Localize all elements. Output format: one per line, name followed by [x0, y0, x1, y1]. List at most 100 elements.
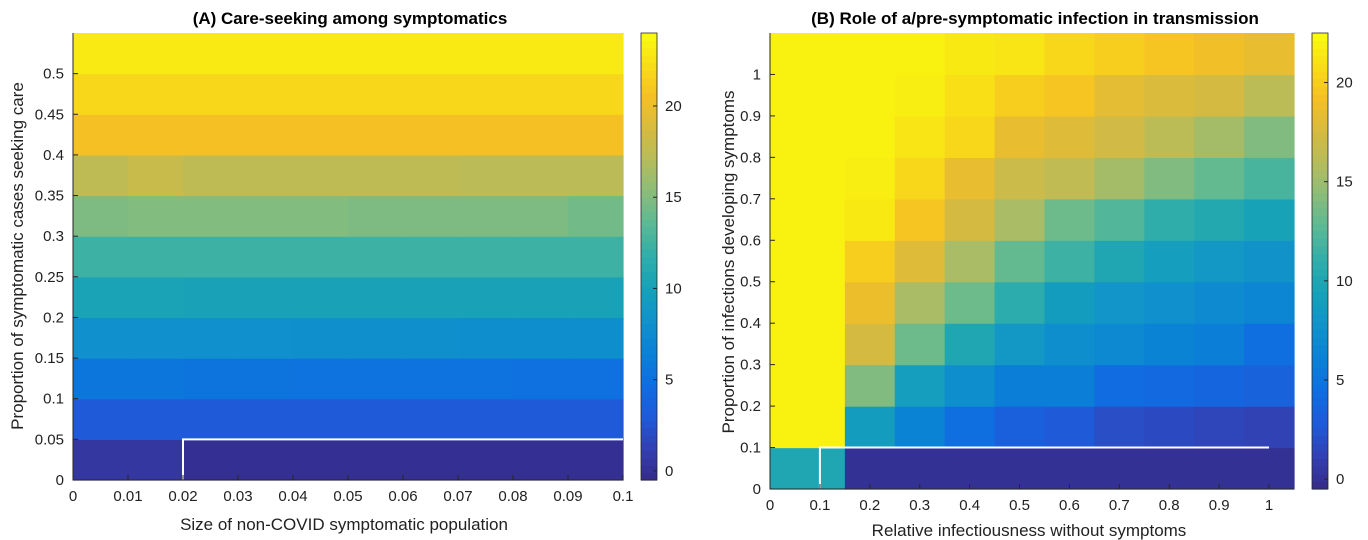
y-tick-label: 0.5 — [43, 66, 64, 83]
x-tick-label: 0.2 — [859, 497, 880, 514]
colorbar-swatch — [1312, 428, 1328, 437]
panel-b-x-label: Relative infectiousness without symptoms — [872, 521, 1187, 540]
colorbar-swatch — [1312, 261, 1328, 270]
y-tick-label: 0.6 — [740, 232, 761, 249]
heatmap-cell — [1144, 157, 1195, 200]
heatmap-cell — [513, 195, 569, 237]
y-tick-label: 1 — [753, 66, 761, 83]
panel-b-heatmap — [770, 33, 1295, 490]
panel-a-x-label: Size of non-COVID symptomatic population — [180, 515, 508, 534]
heatmap-cell — [458, 114, 514, 156]
colorbar-swatch — [641, 323, 657, 332]
heatmap-cell — [894, 281, 946, 324]
heatmap-cell — [1244, 281, 1295, 324]
colorbar-swatch — [641, 331, 657, 340]
heatmap-cell — [770, 281, 846, 324]
heatmap-cell — [1094, 364, 1145, 407]
colorbar-swatch — [1312, 413, 1328, 422]
colorbar-swatch — [1312, 420, 1328, 429]
y-tick-label: 0.25 — [35, 269, 64, 286]
heatmap-cell — [1144, 115, 1195, 158]
heatmap-cell — [994, 323, 1046, 366]
heatmap-cell — [183, 33, 239, 75]
panel-b: (B) Role of a/pre-symptomatic infection … — [719, 9, 1353, 540]
heatmap-cell — [293, 114, 349, 156]
heatmap-cell — [513, 33, 569, 75]
heatmap-cell — [1094, 115, 1145, 158]
heatmap-cell — [238, 317, 294, 359]
colorbar-swatch — [641, 219, 657, 228]
colorbar-swatch — [641, 137, 657, 146]
colorbar-swatch — [1312, 93, 1328, 102]
heatmap-cell — [293, 317, 349, 359]
heatmap-cell — [403, 154, 459, 197]
x-tick-label: 0.09 — [553, 488, 582, 505]
colorbar-frame — [1311, 32, 1329, 490]
y-tick-label: 0.9 — [740, 108, 761, 125]
y-tick-label: 0.1 — [740, 440, 761, 457]
colorbar-swatch — [641, 405, 657, 414]
colorbar-swatch — [641, 226, 657, 235]
y-tick-label: 0.8 — [740, 149, 761, 166]
heatmap-cell — [1194, 115, 1245, 158]
panel-b-title: (B) Role of a/pre-symptomatic infection … — [811, 9, 1259, 28]
colorbar-swatch — [641, 40, 657, 49]
heatmap-cell — [568, 154, 624, 197]
heatmap-cell — [238, 398, 294, 440]
colorbar-swatch — [1312, 78, 1328, 87]
heatmap-cell — [944, 33, 996, 76]
colorbar-swatch — [641, 85, 657, 94]
colorbar-tick-label: 20 — [1336, 75, 1353, 92]
colorbar-swatch — [641, 412, 657, 421]
heatmap-cell — [568, 114, 624, 156]
panel-b-x-ticks: 0 0.1 0.2 0.3 0.4 0.5 0.6 0.7 0.8 0.9 1 — [766, 484, 1273, 514]
heatmap-cell — [1044, 33, 1095, 76]
colorbar-swatch — [641, 286, 657, 295]
colorbar-swatch — [1312, 435, 1328, 444]
heatmap-cell — [73, 439, 129, 481]
heatmap-cell — [128, 73, 184, 115]
colorbar-swatch — [641, 427, 657, 436]
colorbar-swatch — [641, 92, 657, 101]
heatmap-cell — [458, 358, 514, 400]
heatmap-cell — [183, 398, 239, 440]
colorbar-swatch — [1312, 337, 1328, 346]
colorbar-swatch — [1312, 124, 1328, 133]
heatmap-cell — [293, 439, 349, 481]
heatmap-cell — [770, 406, 846, 449]
heatmap-cell — [568, 33, 624, 75]
colorbar-swatch — [641, 301, 657, 310]
colorbar-swatch — [1312, 329, 1328, 338]
colorbar-swatch — [641, 211, 657, 220]
x-tick-label: 0.1 — [809, 497, 830, 514]
heatmap-cell — [770, 74, 846, 117]
heatmap-cell — [894, 323, 946, 366]
heatmap-cell — [844, 33, 896, 76]
colorbar-swatch — [1312, 451, 1328, 460]
heatmap-cell — [1244, 323, 1295, 366]
heatmap-cell — [1144, 281, 1195, 324]
colorbar-swatch — [641, 420, 657, 429]
heatmap-cell — [128, 33, 184, 75]
heatmap-cell — [944, 115, 996, 158]
y-tick-label: 0.35 — [35, 188, 64, 205]
heatmap-cell — [770, 33, 846, 76]
x-tick-label: 0.01 — [113, 488, 142, 505]
heatmap-cell — [1194, 240, 1245, 283]
colorbar-swatch — [1312, 185, 1328, 194]
heatmap-cell — [348, 317, 404, 359]
heatmap-cell — [770, 157, 846, 200]
heatmap-cell — [994, 240, 1046, 283]
colorbar-swatch — [1312, 268, 1328, 277]
colorbar-swatch — [1312, 253, 1328, 262]
heatmap-cell — [1094, 157, 1145, 200]
colorbar-swatch — [641, 100, 657, 109]
heatmap-cell — [403, 358, 459, 400]
colorbar-swatch — [1312, 109, 1328, 118]
heatmap-cell — [458, 195, 514, 237]
heatmap-cell — [403, 114, 459, 156]
heatmap-cell — [1194, 364, 1245, 407]
heatmap-cell — [128, 358, 184, 400]
heatmap-cell — [944, 157, 996, 200]
heatmap-cell — [238, 195, 294, 237]
